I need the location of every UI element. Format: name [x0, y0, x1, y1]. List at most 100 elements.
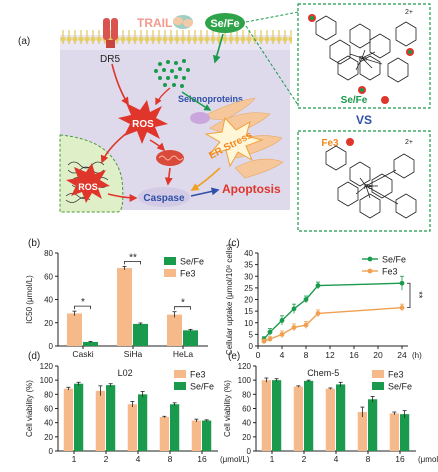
- panel-label: (e): [228, 351, 240, 362]
- sefe-to-er-arrow: [181, 91, 212, 111]
- x-tick-label: HeLa: [173, 349, 194, 359]
- sefe-bubble-label: Se/Fe: [210, 18, 239, 30]
- bar-Fe3-16: [389, 413, 399, 451]
- bar-SeFe-8: [170, 404, 180, 451]
- legend-marker: [367, 256, 373, 262]
- x-tick-label: 0: [256, 350, 261, 360]
- y-tick-label: 40: [44, 419, 53, 428]
- x-tick-label: 2: [302, 454, 307, 464]
- bar-SeFe-1: [74, 383, 84, 451]
- data-point-SeFe: [291, 306, 297, 312]
- legend-swatch: [164, 269, 176, 277]
- y-tick-label: 0: [249, 342, 254, 351]
- bar-SeFe-4: [336, 384, 346, 451]
- series-line-SeFe: [263, 282, 403, 340]
- caspase-bubble: [138, 187, 190, 207]
- bar-Fe3-Caski: [67, 313, 82, 346]
- y-tick-label: 25: [244, 284, 253, 293]
- y-axis-title: Cell viability (%): [223, 380, 232, 437]
- x-axis-title: (μmol/L): [418, 455, 438, 464]
- handshake-icon: [173, 15, 193, 29]
- structure-fe3-fe: Fe: [364, 184, 372, 191]
- y-tick-label: 80: [242, 390, 251, 399]
- data-point-SeFe: [303, 297, 309, 302]
- bar-SeFe-1: [272, 380, 282, 451]
- er-stress-burst: [204, 116, 264, 168]
- nucleus-to-caspase-arrow: [107, 193, 138, 202]
- x-tick-label: 16: [395, 454, 405, 464]
- bar-Fe3-4: [127, 404, 137, 451]
- structure-sefe-drawing: [315, 15, 417, 83]
- connector-top: [245, 11, 299, 23]
- x-tick-label: 8: [168, 454, 173, 464]
- ros-nucleus-burst: [66, 163, 110, 203]
- y-axis-title: Cell viability (%): [25, 380, 34, 437]
- structure-sefe-fe: Fe: [359, 56, 367, 63]
- bar-Fe3-SiHa: [117, 268, 132, 346]
- vesicle: [190, 112, 210, 124]
- significance-bracket: [407, 282, 411, 309]
- y-axis-title: IC50 (μmol/L): [25, 275, 34, 324]
- y-tick-label: 40: [44, 296, 53, 305]
- trail-label: TRAIL: [137, 16, 172, 30]
- y-tick-label: 20: [244, 296, 253, 305]
- ros-to-mito-arrow: [149, 139, 166, 152]
- significance-mark: **: [414, 291, 424, 299]
- ros-to-nucleus-arrow: [100, 131, 129, 164]
- y-tick-label: 60: [44, 272, 53, 281]
- y-tick-label: 20: [44, 433, 53, 442]
- significance-bracket: [124, 260, 141, 265]
- y-tick-label: 60: [44, 405, 53, 414]
- structure-fe3-drawing: [325, 145, 417, 219]
- chart-panel-b: (b) 0 20 40 60 80 IC50 (μmol/L) Caski * SiHa ** HeL…: [25, 238, 208, 359]
- x-tick-label: 1: [270, 454, 275, 464]
- significance-mark: *: [181, 298, 185, 309]
- legend-marker: [367, 268, 373, 274]
- legend-label: Fe3: [190, 370, 206, 380]
- structure-fe3-label: Fe3: [321, 138, 339, 149]
- x-tick-label: 16: [349, 350, 359, 360]
- legend-swatch: [372, 382, 384, 390]
- data-point-Fe3: [303, 322, 309, 328]
- y-tick-label: 35: [244, 261, 253, 270]
- legend-label: Fe3: [388, 370, 404, 380]
- y-tick-label: 10: [244, 319, 253, 328]
- data-point-SeFe: [315, 283, 321, 288]
- y-tick-label: 40: [242, 419, 251, 428]
- legend-label: Se/Fe: [388, 382, 412, 392]
- panel-a-schematic: (a) DR5 TRAIL: [18, 3, 431, 232]
- legend-label: Se/Fe: [180, 257, 204, 267]
- x-tick-label: 4: [334, 454, 339, 464]
- x-tick-label: 1: [72, 454, 77, 464]
- panel-label-a: (a): [18, 36, 30, 47]
- dr5-label: DR5: [100, 54, 120, 65]
- legend-swatch: [164, 257, 176, 265]
- x-axis-title: (μmol/L): [220, 455, 250, 464]
- structure-fe3-charge: 2+: [405, 139, 413, 146]
- structure-sefe-charge: 2+: [405, 9, 413, 16]
- data-point-Fe3: [291, 325, 297, 330]
- data-point-Fe3: [279, 331, 285, 337]
- bar-Fe3-2: [95, 390, 105, 451]
- caspase-label: Caspase: [143, 193, 185, 204]
- ros-nucleus-label: ROS: [78, 182, 98, 192]
- bar-SeFe-2: [304, 380, 314, 451]
- bar-Fe3-2: [293, 386, 303, 451]
- y-tick-label: 100: [40, 376, 54, 385]
- mitochondria: [156, 150, 184, 166]
- dr5-receptor: [103, 18, 118, 48]
- ros-center-burst: [118, 100, 168, 144]
- sefe-to-ros-arrow: [155, 87, 171, 106]
- data-point-Fe3: [399, 305, 405, 311]
- y-tick-label: 60: [242, 405, 251, 414]
- legend-label: Fe3: [180, 269, 196, 279]
- connector-bottom: [245, 25, 299, 106]
- y-tick-label: 20: [242, 433, 251, 442]
- y-tick-label: 80: [44, 249, 53, 258]
- y-tick-label: 120: [40, 362, 54, 371]
- panel-label: (b): [28, 238, 40, 249]
- y-tick-label: 80: [44, 390, 53, 399]
